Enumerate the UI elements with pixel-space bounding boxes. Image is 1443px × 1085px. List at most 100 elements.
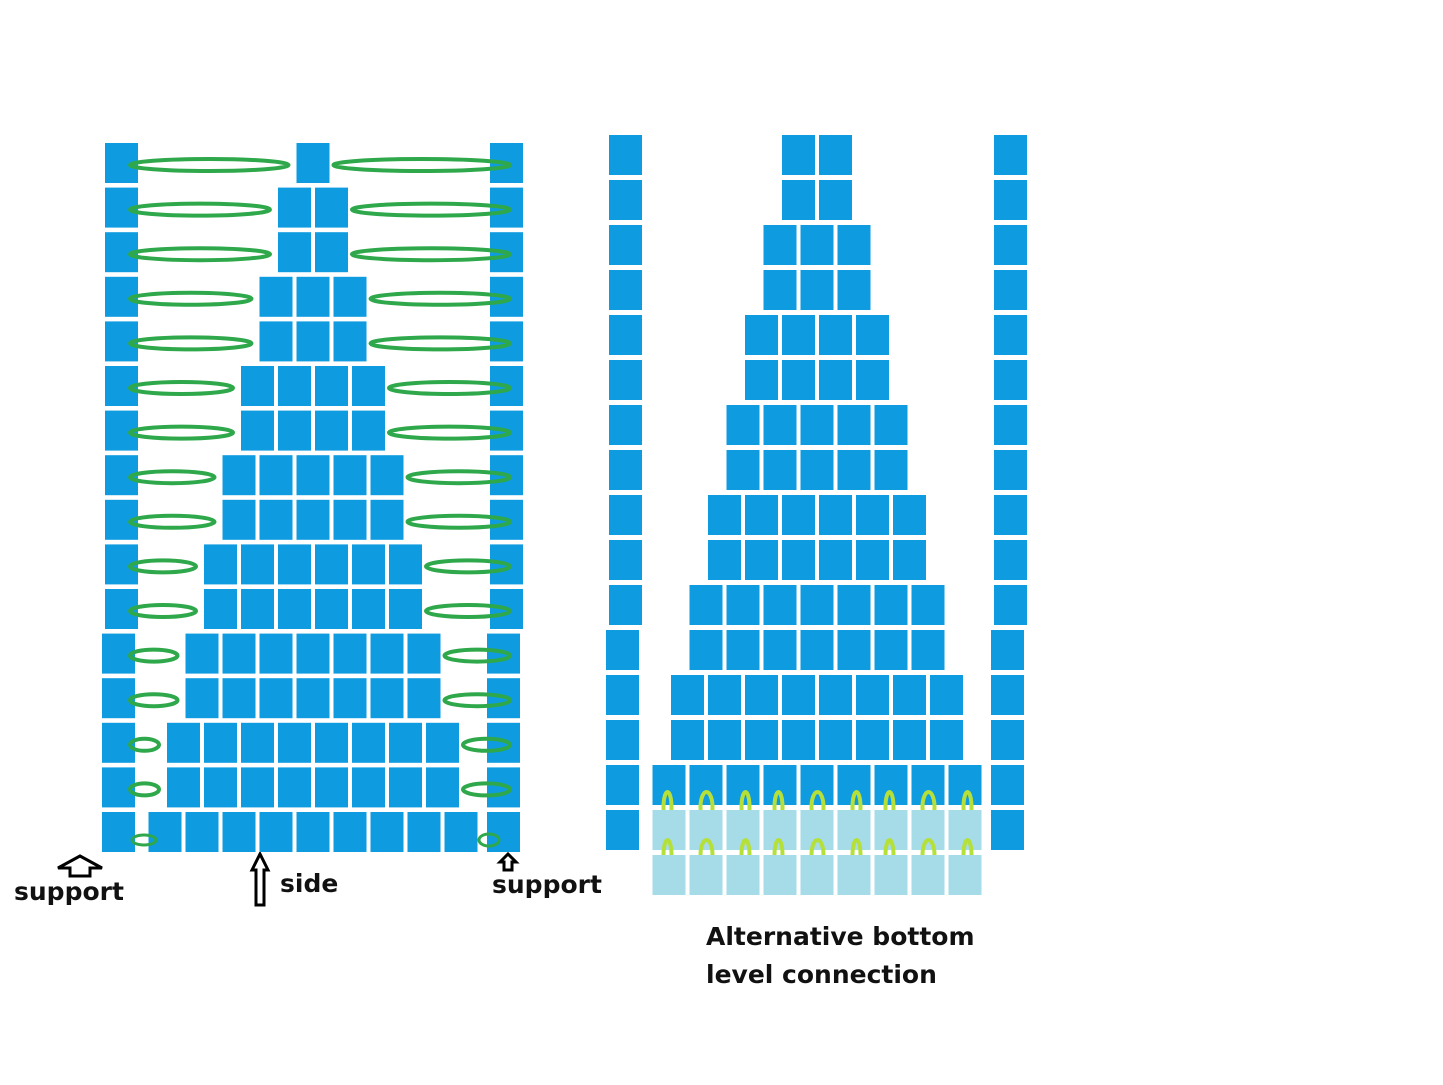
pyramid-block bbox=[148, 812, 182, 852]
support-block bbox=[609, 540, 642, 580]
pyramid-block bbox=[763, 585, 797, 625]
pyramid-block bbox=[426, 767, 459, 808]
bottom-block bbox=[652, 855, 686, 895]
pyramid-block bbox=[278, 232, 311, 273]
support-block bbox=[609, 360, 642, 400]
pyramid-block bbox=[204, 589, 237, 629]
pyramid-block bbox=[426, 722, 459, 763]
pyramid-block bbox=[444, 812, 478, 852]
pyramid-block bbox=[837, 585, 871, 625]
pyramid-block bbox=[782, 540, 815, 580]
pyramid-block bbox=[800, 765, 834, 805]
pyramid-block bbox=[315, 410, 348, 451]
pyramid-block bbox=[782, 315, 815, 355]
tie-loop bbox=[128, 513, 217, 530]
pyramid-block bbox=[259, 633, 293, 674]
pyramid-block bbox=[333, 455, 367, 496]
pyramid-block bbox=[278, 187, 311, 228]
support-block bbox=[991, 630, 1024, 670]
pyramid-block bbox=[708, 720, 741, 760]
pyramid-block bbox=[259, 499, 293, 540]
pyramid-block bbox=[352, 544, 385, 585]
support-block bbox=[606, 720, 639, 760]
pyramid-block bbox=[893, 540, 926, 580]
pyramid-block bbox=[837, 270, 871, 310]
pyramid-block bbox=[819, 720, 852, 760]
tie-loop bbox=[368, 290, 512, 307]
pyramid-block bbox=[185, 678, 219, 719]
pyramid-block bbox=[167, 767, 200, 808]
bottom-block bbox=[874, 855, 908, 895]
bottom-block bbox=[837, 855, 871, 895]
support-block bbox=[994, 315, 1027, 355]
support-block bbox=[609, 315, 642, 355]
tie-loop bbox=[128, 558, 198, 575]
pyramid-block bbox=[930, 720, 963, 760]
bottom-block bbox=[948, 855, 982, 895]
tie-loop bbox=[128, 603, 198, 619]
support-block bbox=[609, 180, 642, 220]
pyramid-block bbox=[856, 495, 889, 535]
pyramid-block bbox=[407, 678, 441, 719]
tie-loop bbox=[128, 647, 180, 664]
pyramid-block bbox=[315, 544, 348, 585]
pyramid-block bbox=[726, 450, 760, 490]
support-block bbox=[994, 405, 1027, 445]
pyramid-block bbox=[745, 720, 778, 760]
pyramid-block bbox=[259, 678, 293, 719]
pyramid-block bbox=[782, 675, 815, 715]
pyramid-block bbox=[819, 315, 852, 355]
bottom-block bbox=[763, 855, 797, 895]
bottom-block bbox=[689, 810, 723, 850]
tie-loop bbox=[350, 201, 512, 218]
tie-loop bbox=[442, 692, 512, 709]
pyramid-block bbox=[819, 540, 852, 580]
support-arrow bbox=[496, 851, 520, 872]
support-block bbox=[994, 180, 1027, 220]
pyramid-block bbox=[708, 495, 741, 535]
support-block bbox=[102, 812, 135, 852]
pyramid-block bbox=[389, 767, 422, 808]
pyramid-block bbox=[352, 366, 385, 406]
bottom-block bbox=[911, 810, 945, 850]
support-block bbox=[609, 225, 642, 265]
pyramid-block bbox=[278, 589, 311, 629]
pyramid-block bbox=[800, 630, 834, 670]
pyramid-block bbox=[315, 232, 348, 273]
tie-loop bbox=[128, 424, 235, 441]
pyramid-block bbox=[296, 499, 330, 540]
pyramid-block bbox=[800, 225, 834, 265]
pyramid-block bbox=[837, 450, 871, 490]
support-block bbox=[991, 810, 1024, 850]
pyramid-block bbox=[671, 720, 704, 760]
tie-loop bbox=[128, 157, 291, 173]
tie-loop bbox=[130, 833, 158, 847]
pyramid-block bbox=[800, 450, 834, 490]
pyramid-block bbox=[800, 405, 834, 445]
pyramid-block bbox=[763, 450, 797, 490]
bottom-block bbox=[911, 855, 945, 895]
pyramid-block bbox=[874, 405, 908, 445]
pyramid-block bbox=[315, 187, 348, 228]
pyramid-block bbox=[167, 722, 200, 763]
tie-loop bbox=[128, 335, 254, 352]
pyramid-block bbox=[763, 225, 797, 265]
pyramid-block bbox=[370, 633, 404, 674]
pyramid-block bbox=[222, 499, 256, 540]
pyramid-block bbox=[259, 455, 293, 496]
pyramid-block bbox=[259, 812, 293, 852]
pyramid-block bbox=[745, 675, 778, 715]
pyramid-block bbox=[222, 455, 256, 496]
pyramid-block bbox=[389, 589, 422, 629]
pyramid-block bbox=[800, 270, 834, 310]
tie-loop bbox=[128, 469, 217, 486]
pyramid-block bbox=[259, 321, 293, 362]
pyramid-block bbox=[278, 410, 311, 451]
pyramid-block bbox=[278, 544, 311, 585]
pyramid-block bbox=[782, 720, 815, 760]
tie-loop bbox=[442, 647, 512, 664]
pyramid-block bbox=[185, 812, 219, 852]
pyramid-block bbox=[315, 722, 348, 763]
tie-loop bbox=[405, 513, 512, 530]
